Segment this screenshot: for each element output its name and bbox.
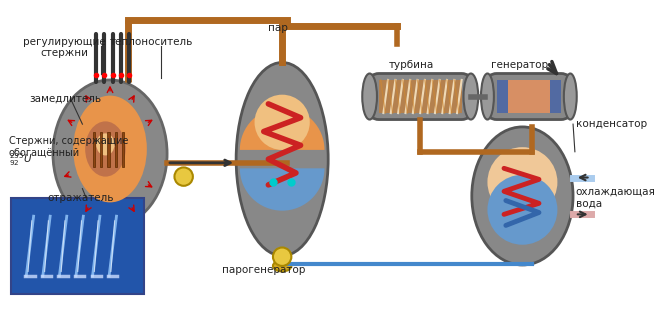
FancyBboxPatch shape <box>496 80 561 113</box>
FancyBboxPatch shape <box>114 133 117 168</box>
Ellipse shape <box>236 63 329 256</box>
FancyBboxPatch shape <box>487 74 570 119</box>
Text: Стержни, содержащие
обогащённый: Стержни, содержащие обогащённый <box>9 136 128 158</box>
Text: теплоноситель: теплоноситель <box>110 37 193 47</box>
Text: регулирующие
стержни: регулирующие стержни <box>22 37 105 58</box>
Ellipse shape <box>487 175 557 245</box>
FancyBboxPatch shape <box>369 74 471 119</box>
Circle shape <box>273 247 292 266</box>
Text: парогенератор: парогенератор <box>222 265 305 274</box>
Text: генератор: генератор <box>491 60 548 70</box>
Ellipse shape <box>53 80 167 227</box>
Text: охлаждающая
вода: охлаждающая вода <box>576 187 656 209</box>
Ellipse shape <box>73 96 147 202</box>
Text: турбина: турбина <box>389 60 434 70</box>
Ellipse shape <box>254 95 310 150</box>
Ellipse shape <box>564 74 577 119</box>
Ellipse shape <box>273 260 292 272</box>
FancyBboxPatch shape <box>122 133 124 168</box>
Ellipse shape <box>463 74 479 119</box>
Ellipse shape <box>97 133 114 155</box>
Text: замедлитель: замедлитель <box>29 93 101 103</box>
FancyBboxPatch shape <box>107 133 110 168</box>
Wedge shape <box>240 168 325 211</box>
Text: конденсатор: конденсатор <box>576 119 647 129</box>
Ellipse shape <box>85 121 126 177</box>
FancyBboxPatch shape <box>93 133 95 168</box>
FancyBboxPatch shape <box>11 198 144 294</box>
FancyBboxPatch shape <box>379 80 461 113</box>
Ellipse shape <box>362 74 377 119</box>
Ellipse shape <box>481 74 494 119</box>
Text: пар: пар <box>268 23 288 33</box>
Wedge shape <box>240 108 325 150</box>
Text: отражатель: отражатель <box>48 193 114 203</box>
FancyBboxPatch shape <box>550 80 561 113</box>
Ellipse shape <box>472 127 573 265</box>
Ellipse shape <box>487 147 557 217</box>
Circle shape <box>175 168 193 186</box>
FancyBboxPatch shape <box>496 80 508 113</box>
FancyBboxPatch shape <box>100 133 102 168</box>
Text: $^{235}_{92}U$: $^{235}_{92}U$ <box>9 151 32 168</box>
